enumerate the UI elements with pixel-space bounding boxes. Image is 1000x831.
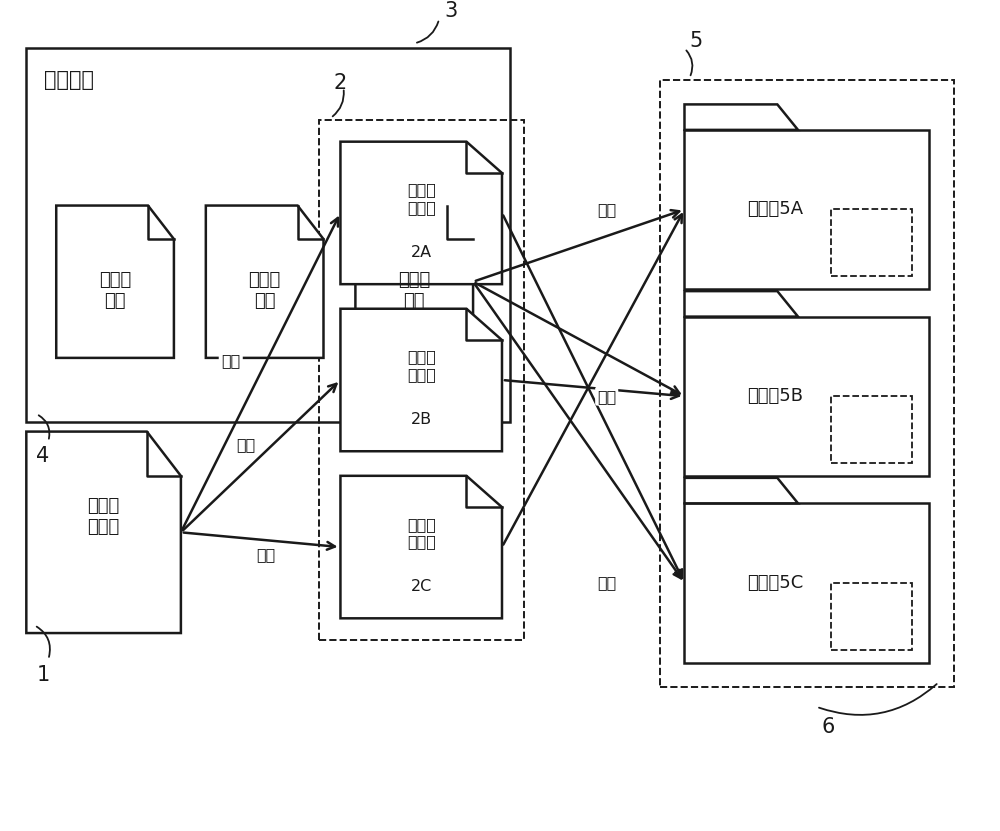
Text: 源代码
文件: 源代码 文件 xyxy=(99,272,131,310)
Bar xyxy=(831,209,912,277)
Polygon shape xyxy=(340,476,502,618)
Polygon shape xyxy=(26,431,181,633)
Text: 4: 4 xyxy=(36,446,50,466)
Bar xyxy=(319,120,524,640)
Text: 渠道刅5A: 渠道刅5A xyxy=(747,200,803,219)
Text: 渠道刅5B: 渠道刅5B xyxy=(747,387,803,406)
Polygon shape xyxy=(684,504,929,662)
Text: 3: 3 xyxy=(444,1,457,21)
Text: 编译: 编译 xyxy=(597,575,616,591)
Text: 编译配
置文件: 编译配 置文件 xyxy=(407,350,436,382)
Text: 源代码
文件: 源代码 文件 xyxy=(398,272,430,310)
Polygon shape xyxy=(340,309,502,451)
Polygon shape xyxy=(684,105,798,130)
Text: 2B: 2B xyxy=(411,412,432,427)
Text: 生成: 生成 xyxy=(236,437,255,452)
Bar xyxy=(831,396,912,463)
Polygon shape xyxy=(355,205,473,358)
Polygon shape xyxy=(684,478,798,504)
Text: 生成: 生成 xyxy=(221,353,240,368)
Bar xyxy=(660,80,954,687)
Text: 源代码库: 源代码库 xyxy=(44,70,94,90)
Polygon shape xyxy=(56,205,174,358)
Text: 2: 2 xyxy=(333,72,347,93)
Text: 渠道刅5C: 渠道刅5C xyxy=(747,574,803,592)
Polygon shape xyxy=(684,291,798,317)
Text: 5: 5 xyxy=(689,31,703,51)
Text: 2A: 2A xyxy=(411,245,432,260)
Polygon shape xyxy=(684,130,929,289)
Text: 源代码
文件: 源代码 文件 xyxy=(249,272,281,310)
Text: 渠道配
置文件: 渠道配 置文件 xyxy=(87,497,120,536)
Text: 编译: 编译 xyxy=(597,202,616,217)
Polygon shape xyxy=(340,141,502,284)
Text: 6: 6 xyxy=(821,716,835,736)
Text: 编译配
置文件: 编译配 置文件 xyxy=(407,183,436,215)
Polygon shape xyxy=(684,317,929,476)
Bar xyxy=(26,48,510,422)
Bar xyxy=(831,583,912,650)
Text: 生成: 生成 xyxy=(256,547,275,562)
Text: 1: 1 xyxy=(36,665,50,685)
Polygon shape xyxy=(206,205,323,358)
Text: 2C: 2C xyxy=(411,579,432,594)
Text: 编译: 编译 xyxy=(597,389,616,404)
Text: 编译配
置文件: 编译配 置文件 xyxy=(407,517,436,549)
